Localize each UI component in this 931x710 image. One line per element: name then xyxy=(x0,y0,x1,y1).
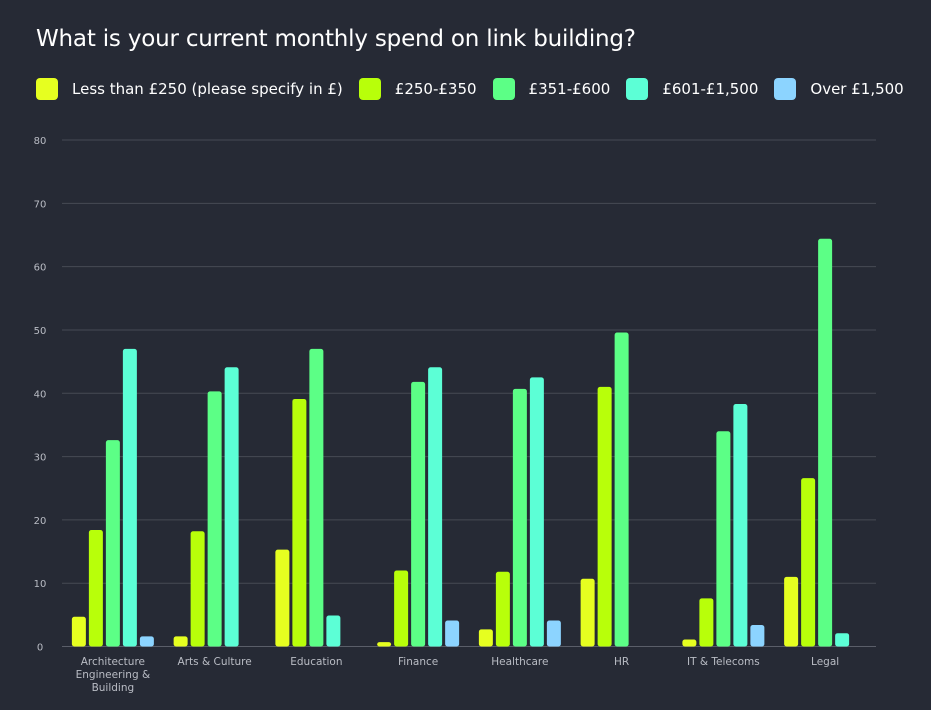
x-tick-label: Engineering & xyxy=(76,669,151,681)
legend-swatch xyxy=(626,78,649,100)
bar xyxy=(173,636,188,647)
bar xyxy=(546,620,561,647)
y-tick-label: 20 xyxy=(34,516,47,527)
legend-label: £351-£600 xyxy=(528,80,611,98)
legend-item[interactable]: £250-£350 xyxy=(358,78,477,100)
bar xyxy=(207,391,222,647)
bar xyxy=(190,531,205,647)
bar xyxy=(818,238,833,647)
legend-item[interactable]: Less than £250 (please specify in £) xyxy=(36,78,343,100)
legend-swatch xyxy=(36,78,58,100)
x-tick-label: Healthcare xyxy=(491,656,548,668)
legend-swatch xyxy=(358,78,381,100)
bar xyxy=(750,624,765,647)
bar xyxy=(801,478,816,647)
bar xyxy=(309,348,324,647)
bar xyxy=(733,404,748,647)
bar xyxy=(326,615,341,647)
x-tick-label: Arts & Culture xyxy=(178,656,252,668)
chart-title: What is your current monthly spend on li… xyxy=(36,26,636,52)
bar xyxy=(495,571,510,647)
bar xyxy=(699,598,714,647)
y-tick-label: 10 xyxy=(34,579,47,590)
bar xyxy=(139,636,154,647)
bar xyxy=(292,398,307,647)
x-tick-label: Architecture xyxy=(81,656,145,668)
legend-label: £601-£1,500 xyxy=(662,80,759,98)
bar xyxy=(529,377,544,647)
legend-label: £250-£350 xyxy=(394,80,477,98)
legend-item[interactable]: Over £1,500 xyxy=(774,78,904,100)
bar xyxy=(428,367,443,647)
y-tick-label: 60 xyxy=(34,263,47,274)
legend-swatch xyxy=(492,78,515,100)
bar xyxy=(512,388,527,647)
bar xyxy=(122,348,137,647)
legend-item[interactable]: £351-£600 xyxy=(492,78,611,100)
legend-swatch xyxy=(774,78,797,100)
y-tick-label: 50 xyxy=(34,326,47,337)
bar xyxy=(614,332,629,647)
x-tick-label: Finance xyxy=(398,656,438,668)
y-tick-label: 0 xyxy=(37,643,43,654)
x-tick-label: IT & Telecoms xyxy=(687,656,760,668)
bar xyxy=(445,620,460,647)
legend-label: Less than £250 (please specify in £) xyxy=(72,80,343,98)
bar xyxy=(716,431,731,647)
legend: Less than £250 (please specify in £) £250… xyxy=(36,78,920,100)
legend-label: Over £1,500 xyxy=(810,80,904,98)
legend-item[interactable]: £601-£1,500 xyxy=(626,78,758,100)
bar xyxy=(224,367,239,647)
bar xyxy=(88,530,103,647)
bar xyxy=(377,642,392,647)
bar xyxy=(682,639,697,647)
bar xyxy=(411,381,426,647)
bar xyxy=(597,386,612,647)
bar xyxy=(394,570,409,647)
y-tick-label: 30 xyxy=(34,453,47,464)
y-tick-label: 80 xyxy=(34,136,47,147)
bar xyxy=(105,440,120,647)
bar xyxy=(478,629,493,647)
x-tick-label: Legal xyxy=(811,656,839,668)
bar xyxy=(580,578,595,647)
x-tick-label: Building xyxy=(92,682,135,694)
x-tick-label: HR xyxy=(614,656,629,668)
bar xyxy=(784,576,799,647)
bar xyxy=(275,549,290,647)
y-tick-label: 70 xyxy=(34,199,47,210)
y-tick-label: 40 xyxy=(34,389,47,400)
x-tick-label: Education xyxy=(290,656,342,668)
bar xyxy=(835,633,850,647)
bar xyxy=(71,616,86,647)
